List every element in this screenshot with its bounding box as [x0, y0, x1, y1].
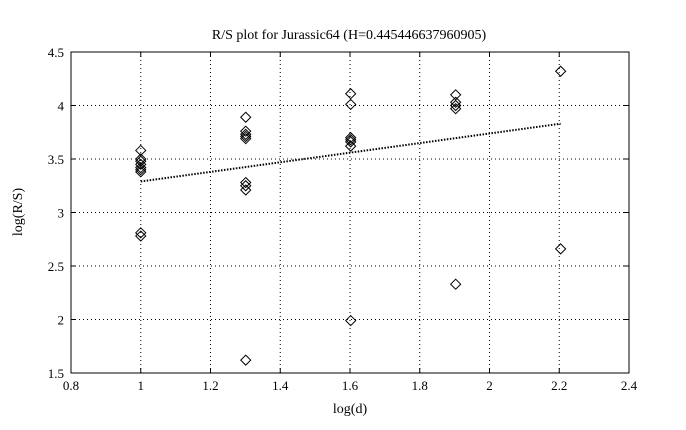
- x-tick-label: 0.8: [63, 378, 79, 393]
- data-point: [554, 65, 567, 77]
- x-tick-label: 2.2: [551, 378, 567, 393]
- data-point: [344, 98, 357, 111]
- x-axis-label: log(d): [333, 402, 368, 417]
- data-point: [135, 227, 147, 239]
- data-point: [449, 99, 462, 112]
- x-tick-label: 2.4: [621, 378, 638, 393]
- data-point: [135, 230, 147, 242]
- x-tick-label: 2: [486, 378, 493, 393]
- chart-title: R/S plot for Jurassic64 (H=0.44544663796…: [212, 28, 487, 43]
- data-point: [240, 176, 252, 189]
- data-point: [344, 136, 357, 148]
- data-point: [240, 180, 252, 192]
- y-tick-label: 4.5: [48, 45, 64, 60]
- data-point: [240, 125, 252, 137]
- x-tick-label: 1.8: [412, 378, 428, 393]
- x-tick-label: 1.2: [202, 378, 218, 393]
- data-point: [240, 111, 252, 123]
- x-tick-label: 1.4: [272, 378, 289, 393]
- data-point: [449, 103, 462, 115]
- data-points: [135, 65, 567, 366]
- data-point: [344, 131, 357, 144]
- data-point: [240, 354, 252, 366]
- axis-ticks: [70, 51, 630, 374]
- x-tick-label: 1.6: [342, 378, 359, 393]
- data-point: [240, 130, 252, 143]
- data-point: [135, 166, 147, 178]
- y-tick-labels: 1.5 2 2.5 3 3.5 4 4.5: [48, 45, 65, 381]
- y-tick-label: 2: [58, 313, 65, 328]
- x-tick-labels: 0.8 1 1.2 1.4 1.6 1.8 2 2.2 2.4: [63, 378, 638, 393]
- y-tick-label: 3.5: [48, 152, 64, 167]
- data-point: [240, 184, 252, 196]
- data-point: [240, 132, 252, 145]
- y-tick-label: 3: [58, 206, 65, 221]
- y-tick-label: 4: [58, 99, 65, 114]
- data-point: [344, 140, 357, 152]
- grid-lines: [71, 52, 629, 373]
- data-point: [344, 314, 357, 327]
- data-point: [344, 134, 357, 146]
- x-tick-label: 1: [138, 378, 145, 393]
- y-tick-label: 1.5: [48, 366, 64, 381]
- y-axis-label: log(R/S): [11, 188, 26, 237]
- data-point: [554, 243, 567, 255]
- data-point: [449, 278, 462, 290]
- data-point: [135, 163, 147, 176]
- data-point: [240, 128, 252, 141]
- data-point: [449, 96, 462, 108]
- data-point: [135, 158, 147, 171]
- data-point: [135, 161, 147, 174]
- y-tick-label: 2.5: [48, 259, 64, 274]
